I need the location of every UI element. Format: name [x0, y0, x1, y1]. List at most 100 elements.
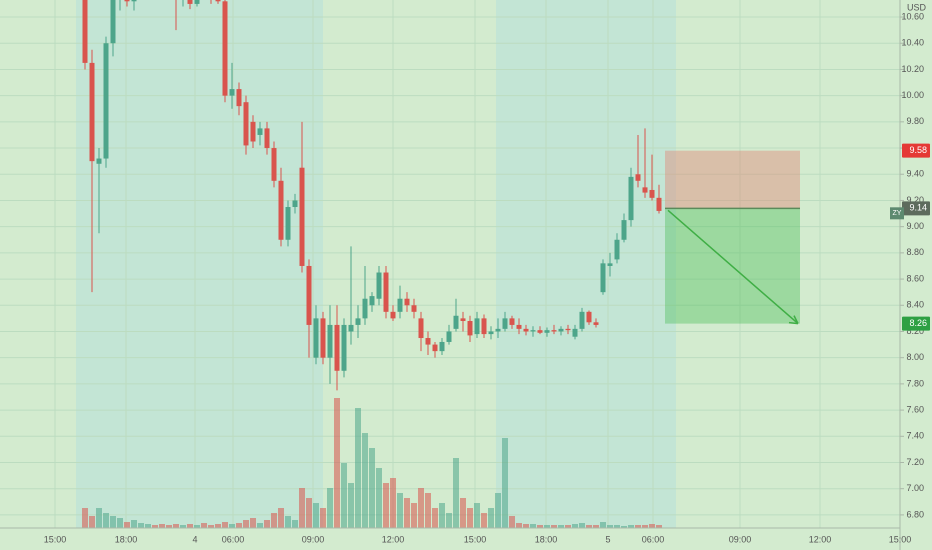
x-tick-label: 15:00 [889, 534, 912, 544]
candle-body [495, 328, 501, 332]
candle-body [404, 298, 410, 306]
axis-unit: USD [907, 2, 927, 12]
session-band [76, 0, 323, 528]
volume-bar [96, 508, 102, 528]
candle-body [355, 318, 361, 325]
volume-bar [299, 488, 305, 528]
candle-body [103, 43, 109, 159]
candle-body [362, 298, 368, 319]
symbol-badge-bg [890, 207, 904, 220]
candle-body [376, 272, 382, 299]
y-tick-label: 8.00 [906, 352, 924, 362]
volume-bar [124, 522, 130, 528]
candle-body [306, 265, 312, 325]
x-tick-label: 12:00 [382, 534, 405, 544]
volume-bar [82, 508, 88, 528]
candle-body [439, 341, 445, 352]
y-tick-label: 10.00 [901, 90, 924, 100]
volume-bar [418, 488, 424, 528]
volume-bar [600, 522, 606, 528]
arrow-head [788, 315, 799, 325]
candle-body [628, 176, 634, 221]
candle-body [558, 328, 564, 332]
volume-bar [383, 483, 389, 528]
volume-bar [397, 493, 403, 528]
candle-layer [82, 0, 662, 391]
candle-body [411, 305, 417, 312]
volume-bar [495, 493, 501, 528]
candle-body [579, 311, 585, 329]
volume-bar [145, 524, 151, 528]
y-tick-label: 9.40 [906, 169, 924, 179]
candle-body [271, 148, 277, 181]
volume-bar [572, 524, 578, 528]
candle-body [446, 331, 452, 342]
candle-body [607, 263, 613, 266]
volume-bar [138, 523, 144, 528]
volume-bar [229, 524, 235, 528]
volume-bar [432, 508, 438, 528]
volume-bar [551, 525, 557, 528]
y-tick-label: 7.20 [906, 457, 924, 467]
candle-body [334, 324, 340, 371]
x-tick-label: 09:00 [729, 534, 752, 544]
price-tag-bg [902, 316, 930, 331]
candle-body [656, 197, 662, 211]
volume-bar [439, 503, 445, 528]
volume-bar [614, 525, 620, 528]
volume-bar [376, 468, 382, 528]
candle-body [593, 322, 599, 325]
candle-body [572, 328, 578, 337]
y-tick-label: 8.40 [906, 300, 924, 310]
x-tick-label: 09:00 [302, 534, 325, 544]
candle-body [187, 0, 193, 4]
price-tag-bg [902, 143, 930, 158]
y-tick-label: 10.40 [901, 38, 924, 48]
volume-bar [208, 525, 214, 528]
volume-bar [446, 513, 452, 528]
candle-body [467, 320, 473, 336]
position-tool [665, 150, 800, 325]
volume-bar [537, 525, 543, 528]
candle-body [229, 89, 235, 96]
volume-bar [103, 513, 109, 528]
candle-body [243, 102, 249, 146]
volume-bar [215, 524, 221, 528]
volume-bar [516, 523, 522, 528]
volume-bar [558, 525, 564, 528]
x-tick-label: 18:00 [535, 534, 558, 544]
candle-body [551, 330, 557, 332]
volume-bar [166, 525, 172, 528]
candle-body [509, 318, 515, 325]
y-tick-label: 10.20 [901, 64, 924, 74]
x-tick-label: 12:00 [809, 534, 832, 544]
candle-body [313, 318, 319, 358]
volume-bar [320, 508, 326, 528]
candle-body [523, 328, 529, 332]
candle-body [341, 324, 347, 371]
candle-body [397, 298, 403, 312]
volume-bar [89, 516, 95, 528]
volume-bar [173, 524, 179, 528]
volume-bar [635, 525, 641, 528]
x-tick-label: 15:00 [44, 534, 67, 544]
candle-body [222, 1, 228, 96]
volume-bar [362, 433, 368, 528]
candle-body [110, 0, 116, 44]
volume-bar [222, 522, 228, 528]
volume-bar [250, 518, 256, 528]
volume-bar [460, 498, 466, 528]
volume-bar [201, 523, 207, 528]
volume-bar [264, 520, 270, 528]
price-tag: 9.14 [909, 203, 927, 213]
volume-bar [411, 503, 417, 528]
volume-bar [341, 463, 347, 528]
volume-bar [593, 525, 599, 528]
candle-body [236, 89, 242, 107]
volume-bar [656, 525, 662, 528]
y-tick-label: 8.20 [906, 326, 924, 336]
volume-bar [306, 498, 312, 528]
volume-bar [278, 508, 284, 528]
volume-bar [621, 526, 627, 528]
